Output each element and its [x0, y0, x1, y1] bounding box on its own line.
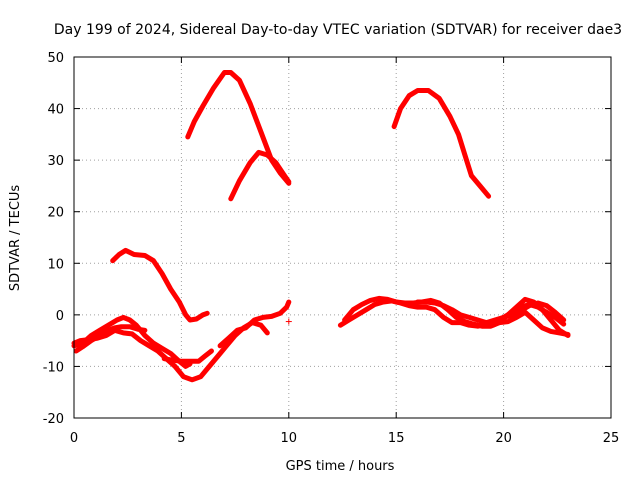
x-axis-label: GPS time / hours: [286, 459, 395, 474]
grid: [74, 57, 611, 418]
series-arc-low-7: [342, 295, 571, 338]
x-tick-label: 0: [70, 431, 78, 446]
series-arc-high-3: [391, 88, 492, 199]
series-arc-low-3: [73, 324, 148, 354]
series-arc-mid: [110, 247, 210, 323]
series-arc-low-4: [161, 348, 214, 364]
series-arc-high-2: [228, 149, 292, 202]
y-axis-label: SDTVAR / TECUs: [8, 185, 23, 292]
plot-frame: [73, 56, 612, 419]
y-tick-label: 10: [47, 257, 64, 272]
series-arc-low-9: [490, 309, 571, 337]
series-arc-low-2: [71, 314, 193, 369]
axis-ticks: 0 5 10 15 20 25 -20 -10 0 10 20 30 40 50: [43, 51, 620, 446]
y-tick-label: 30: [47, 154, 64, 169]
chart-title: Day 199 of 2024, Sidereal Day-to-day VTE…: [54, 22, 622, 38]
series-arc-low-8: [415, 299, 567, 327]
series-lone-point: [285, 318, 292, 325]
x-tick-label: 10: [281, 431, 298, 446]
series-arc-low-5: [217, 299, 292, 349]
y-tick-label: -10: [43, 360, 64, 375]
y-tick-label: 40: [47, 103, 64, 118]
y-tick-label: 0: [56, 309, 64, 324]
y-tick-label: 50: [47, 51, 64, 66]
series-arc-high-1: [185, 70, 292, 186]
x-tick-label: 20: [495, 431, 512, 446]
data-series: [71, 70, 571, 383]
x-tick-label: 5: [177, 431, 185, 446]
x-tick-label: 25: [603, 431, 620, 446]
y-tick-label: 20: [47, 206, 64, 221]
y-tick-label: -20: [43, 412, 64, 427]
x-tick-label: 15: [388, 431, 405, 446]
